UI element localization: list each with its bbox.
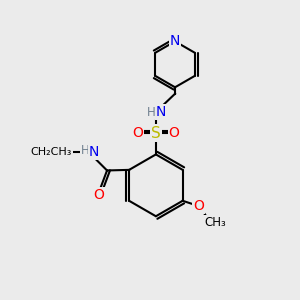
Text: O: O [194, 199, 204, 213]
Text: S: S [151, 126, 161, 141]
Text: N: N [89, 145, 99, 159]
Text: H: H [147, 106, 156, 118]
Text: O: O [132, 126, 143, 140]
Text: N: N [156, 105, 166, 119]
Text: H: H [81, 144, 89, 157]
Text: O: O [169, 126, 180, 140]
Text: CH₃: CH₃ [205, 216, 226, 230]
Text: O: O [93, 188, 104, 203]
Text: N: N [170, 34, 180, 48]
Text: CH₂CH₃: CH₂CH₃ [31, 147, 72, 157]
